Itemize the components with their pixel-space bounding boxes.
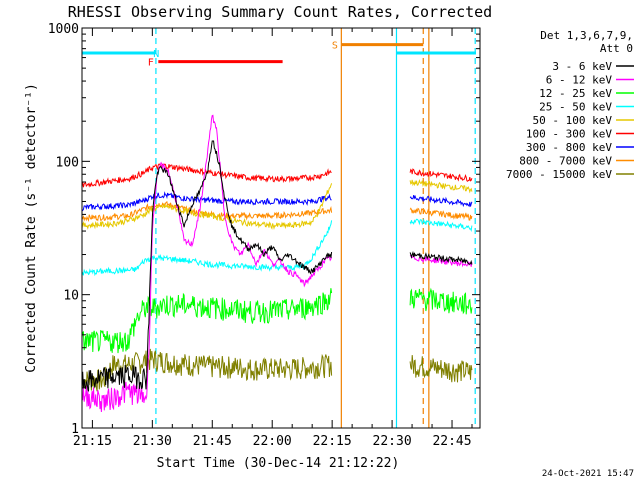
- series-line-2-segment-1: [409, 287, 473, 315]
- x-tick-label-5: 22:30: [373, 434, 412, 449]
- legend-title-line-1: Det 1,3,6,7,9,: [540, 29, 633, 42]
- flag-label-n: N: [153, 49, 159, 60]
- plot-layer: [81, 28, 476, 428]
- x-tick-label-6: 22:45: [432, 434, 471, 449]
- flag-label-f: F: [148, 58, 154, 69]
- series-line-0-segment-0: [81, 140, 333, 392]
- series-line-1-segment-0: [81, 114, 333, 413]
- series-line-3-segment-1: [409, 218, 473, 233]
- series-line-8-segment-0: [81, 348, 333, 392]
- x-tick-label-3: 22:00: [253, 434, 292, 449]
- series-line-6-segment-0: [81, 191, 332, 212]
- x-tick-label-4: 22:15: [313, 434, 352, 449]
- plot-frame: [81, 27, 481, 429]
- flag-label-s: S: [332, 41, 338, 52]
- y-tick-label-3: 1000: [48, 22, 79, 37]
- series-line-0-segment-1: [409, 250, 473, 265]
- series-line-1-segment-1: [409, 253, 473, 268]
- x-tick-label-1: 21:30: [133, 434, 172, 449]
- legend-title-line-2: Att 0: [600, 42, 633, 55]
- series-line-4-segment-1: [409, 178, 473, 194]
- y-tick-label-2: 100: [56, 155, 79, 170]
- legend-label-5: 100 - 300 keV: [526, 128, 612, 141]
- flags-layer: NF S: [82, 41, 477, 69]
- legend-label-8: 7000 - 15000 keV: [506, 168, 612, 181]
- series-line-2-segment-0: [81, 288, 333, 354]
- x-tick-label-0: 21:15: [73, 434, 112, 449]
- legend-label-1: 6 - 12 keV: [546, 74, 613, 87]
- y-tick-label-1: 10: [63, 289, 79, 304]
- legend-label-3: 25 - 50 keV: [539, 101, 612, 114]
- series-line-5-segment-0: [81, 163, 332, 188]
- series-line-5-segment-1: [409, 168, 473, 182]
- footer-date: 24-Oct-2021 15:47: [542, 469, 634, 479]
- legend-label-2: 12 - 25 keV: [539, 87, 612, 100]
- chart-title: RHESSI Observing Summary Count Rates, Co…: [68, 3, 492, 21]
- series-line-7-segment-0: [81, 200, 333, 223]
- legend-label-6: 300 - 800 keV: [526, 141, 612, 154]
- axis-layer: 21:15 21:30 21:45 22:00 22:15 22:30 22:45 1 10 10…: [48, 22, 480, 449]
- series-line-7-segment-1: [409, 207, 473, 221]
- series-line-8-segment-1: [409, 355, 473, 383]
- series-line-6-segment-1: [409, 194, 473, 208]
- x-tick-label-2: 21:45: [193, 434, 232, 449]
- legend-label-7: 800 - 7000 keV: [519, 155, 612, 168]
- legend-label-0: 3 - 6 keV: [552, 60, 612, 73]
- x-axis-label: Start Time (30-Dec-14 21:12:22): [157, 456, 400, 471]
- legend-label-4: 50 - 100 keV: [533, 114, 613, 127]
- series-line-4-segment-0: [81, 183, 333, 231]
- series-line-3-segment-0: [81, 220, 333, 277]
- y-tick-label-0: 1: [71, 422, 79, 437]
- y-axis-label: Corrected Count Rate (s⁻¹ detector⁻¹): [24, 83, 39, 373]
